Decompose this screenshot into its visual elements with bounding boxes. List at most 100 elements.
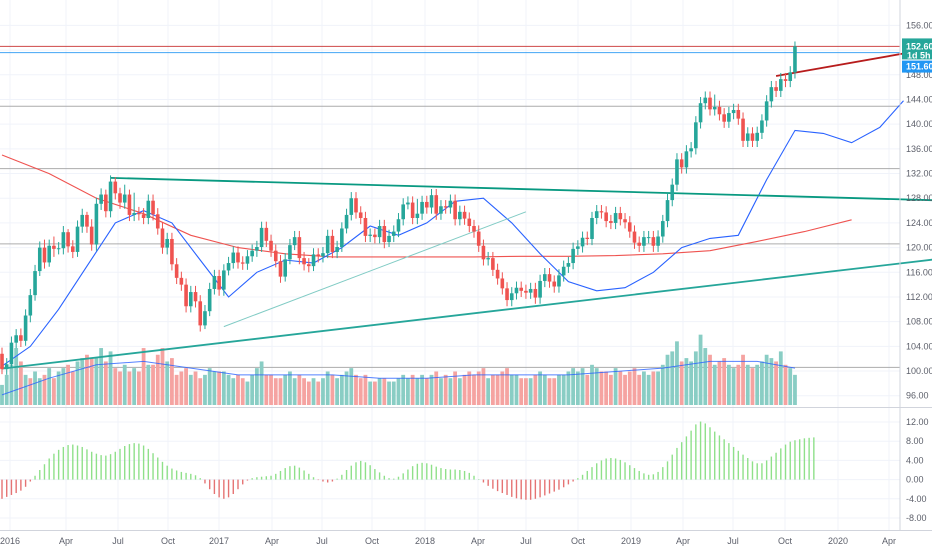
price-tick-label: 156.00 (906, 20, 932, 30)
osc-tick-label: 4.00 (906, 455, 924, 465)
candle-body (443, 206, 448, 208)
volume-bar (774, 361, 778, 405)
candle-body (396, 219, 401, 232)
volume-bar (160, 348, 165, 405)
volume-bar (330, 374, 335, 405)
volume-bar (325, 371, 330, 405)
candle-body (717, 106, 722, 115)
candle-body (793, 46, 797, 73)
candle-body (632, 231, 637, 243)
candle-body (741, 118, 745, 141)
time-tick-label: Oct (365, 536, 380, 546)
candle-body (462, 211, 467, 219)
candle-body (703, 97, 708, 104)
volume-bar (717, 361, 722, 405)
price-tick-label: 104.00 (906, 341, 932, 351)
volume-bar (368, 381, 373, 405)
candle-body (108, 181, 113, 212)
time-tick-label: 2017 (209, 536, 229, 546)
candle-body (250, 250, 254, 257)
volume-bar (731, 368, 736, 405)
time-tick-label: 2019 (621, 536, 641, 546)
price-tick-label: 96.00 (906, 391, 929, 401)
candle-body (731, 109, 736, 114)
candle-body (335, 247, 339, 252)
volume-bar (613, 368, 618, 405)
volume-bar (457, 378, 462, 405)
candle-body (745, 133, 750, 141)
candle-body (599, 211, 604, 213)
grid-lines (0, 0, 900, 530)
time-tick-label: Oct (778, 536, 793, 546)
candle-body (552, 281, 557, 287)
volume-bar (401, 374, 406, 405)
candle-body (429, 195, 434, 208)
candle-body (779, 79, 783, 91)
volume-bar (56, 371, 61, 405)
volume-bar (42, 374, 47, 405)
candle-body (712, 106, 717, 110)
candle-body (514, 287, 519, 294)
candle-body (580, 237, 585, 247)
candle-body (769, 87, 774, 102)
volume-bar (193, 371, 198, 405)
osc-tick-label: 8.00 (906, 436, 924, 446)
candle-body (19, 335, 23, 341)
candle-body (325, 235, 330, 254)
volume-bar (165, 361, 170, 405)
candle-body (160, 228, 165, 248)
volume-bar (141, 348, 146, 405)
candle-body (458, 211, 462, 220)
candle-body (141, 214, 146, 218)
volume-bar (623, 374, 627, 405)
volume-bar (481, 368, 486, 405)
candle-body (174, 264, 179, 278)
volume-bar (18, 361, 23, 405)
candle-body (94, 203, 99, 245)
candle-body (486, 258, 490, 260)
volume-bar (75, 361, 80, 405)
candle-body (727, 113, 731, 122)
volume-bar (495, 374, 500, 405)
candle-body (113, 181, 118, 194)
volume-bar (302, 378, 306, 405)
candle-body (321, 253, 325, 257)
volume-bar (207, 368, 212, 405)
volume-bar (679, 361, 684, 405)
candle-body (340, 228, 344, 247)
candle-body (52, 245, 56, 249)
time-tick-label: Jul (520, 536, 532, 546)
volume-bar (590, 364, 594, 405)
candle-body (495, 269, 500, 279)
volume-bar (278, 378, 283, 405)
volume-bar (509, 374, 514, 405)
volume-bar (245, 381, 250, 405)
candle-body (642, 237, 646, 246)
volume-bar (358, 378, 363, 405)
candle-body (330, 235, 335, 252)
candle-body (373, 234, 377, 238)
candle-body (99, 194, 103, 204)
volume-bar (306, 381, 311, 405)
price-tick-label: 108.00 (906, 317, 932, 327)
candle-body (665, 200, 670, 222)
volume-bar (231, 378, 236, 405)
volume-bar (136, 371, 141, 405)
volume-bar (741, 354, 745, 405)
volume-bar (174, 374, 179, 405)
candle-body (528, 288, 533, 293)
candle-body (750, 133, 755, 141)
volume-bar (467, 371, 472, 405)
volume-bar (387, 381, 391, 405)
volume-bar (146, 364, 151, 405)
time-tick-label: Jul (316, 536, 328, 546)
candle-body (557, 275, 561, 287)
volume-bar (736, 364, 741, 405)
last-price-label: 152.60 (906, 41, 932, 51)
candle-body (391, 231, 396, 236)
volume-bar (722, 358, 727, 405)
volume-bar (297, 374, 302, 405)
volume-bar (372, 381, 377, 405)
candle-body (675, 159, 679, 185)
